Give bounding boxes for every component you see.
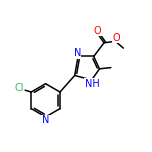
Text: O: O bbox=[94, 26, 102, 36]
Text: N: N bbox=[42, 115, 49, 125]
Text: N: N bbox=[74, 48, 81, 58]
Text: NH: NH bbox=[85, 79, 99, 89]
Text: O: O bbox=[112, 33, 120, 43]
Text: Cl: Cl bbox=[14, 83, 24, 93]
